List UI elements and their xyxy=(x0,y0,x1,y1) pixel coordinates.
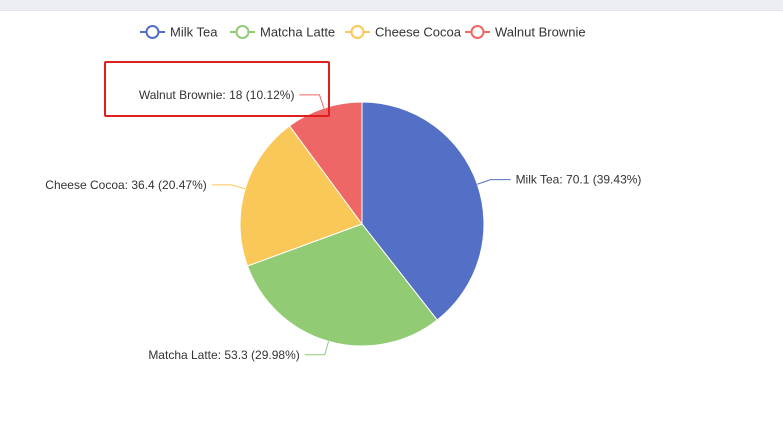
pie-label-matcha-latte: Matcha Latte: 53.3 (29.98%) xyxy=(148,348,299,362)
legend-label: Walnut Brownie xyxy=(495,25,586,40)
legend-marker xyxy=(145,25,160,39)
pie-label-cheese-cocoa: Cheese Cocoa: 36.4 (20.47%) xyxy=(45,178,206,192)
legend-marker xyxy=(350,25,365,39)
legend-item-matcha-latte[interactable]: Matcha Latte xyxy=(230,25,335,40)
legend-label: Milk Tea xyxy=(170,25,218,40)
legend-item-cheese-cocoa[interactable]: Cheese Cocoa xyxy=(345,25,462,40)
pie-label-walnut-brownie: Walnut Brownie: 18 (10.12%) xyxy=(139,88,295,102)
leader-line-walnut-brownie xyxy=(299,94,325,109)
legend-label: Matcha Latte xyxy=(260,25,335,40)
legend-label: Cheese Cocoa xyxy=(375,25,462,40)
pie-slices xyxy=(239,101,485,347)
pie-labels: Milk Tea: 70.1 (39.43%) Matcha Latte: 53.… xyxy=(45,88,641,362)
pie-slice-walnut-brownie[interactable] xyxy=(288,101,363,226)
pie-slice-milk-tea[interactable] xyxy=(361,101,485,321)
legend-marker xyxy=(235,25,250,39)
leader-line-matcha-latte xyxy=(304,341,330,356)
pie-label-milk-tea: Milk Tea: 70.1 (39.43%) xyxy=(516,173,642,187)
leader-line-cheese-cocoa xyxy=(211,184,246,190)
leader-line-milk-tea xyxy=(477,179,511,185)
legend-item-walnut-brownie[interactable]: Walnut Brownie xyxy=(465,25,586,40)
legend-item-milk-tea[interactable]: Milk Tea xyxy=(140,25,218,40)
chart-legend: Milk Tea Matcha Latte Cheese Cocoa Walnut B… xyxy=(140,25,586,40)
pie-slice-matcha-latte[interactable] xyxy=(246,223,438,347)
highlight-box xyxy=(104,61,330,117)
browser-top-bar xyxy=(0,0,783,11)
legend-marker xyxy=(470,25,485,39)
